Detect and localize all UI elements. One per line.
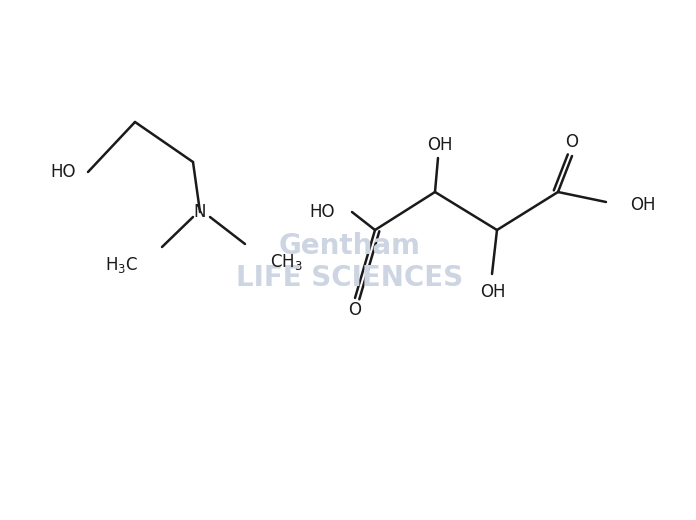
Text: H$_3$C: H$_3$C [105,255,138,275]
Text: N: N [193,203,206,221]
Text: OH: OH [427,136,453,154]
Text: OH: OH [630,196,656,214]
Text: O: O [565,133,578,151]
Text: CH$_3$: CH$_3$ [270,252,303,272]
Text: Gentham
LIFE SCIENCES: Gentham LIFE SCIENCES [237,232,464,292]
Text: HO: HO [50,163,76,181]
Text: O: O [349,301,361,319]
Text: HO: HO [310,203,335,221]
Text: OH: OH [480,283,506,301]
